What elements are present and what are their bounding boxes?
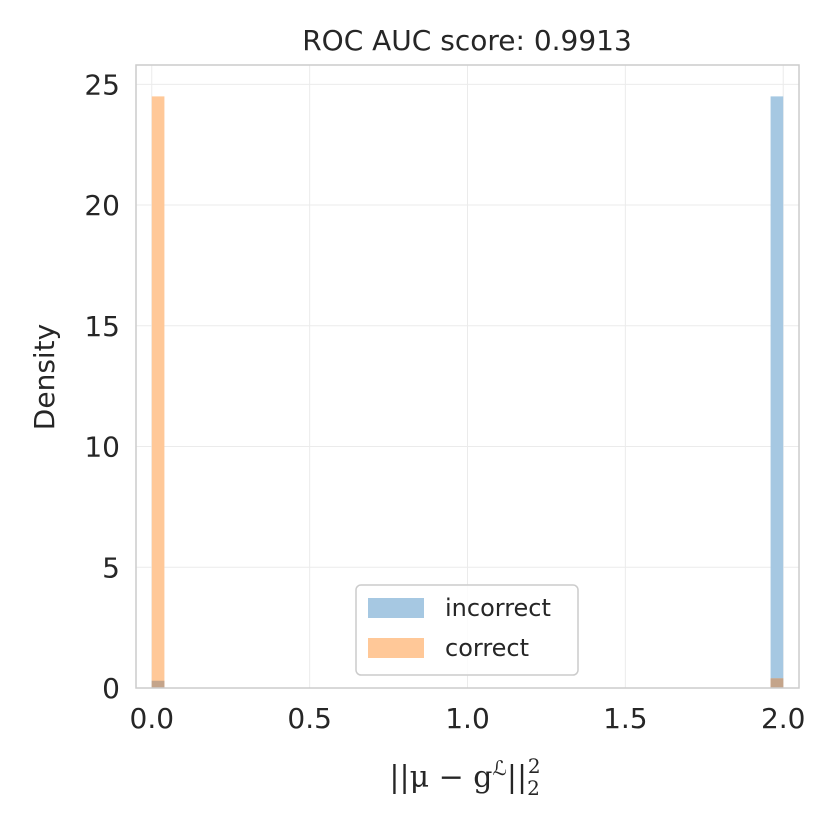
y-tick-label-3: 15 [84,310,120,343]
legend-label-correct: correct [445,634,529,662]
bar-overlap-1 [770,678,784,688]
y-tick-label-5: 25 [84,68,120,101]
bars [151,96,784,688]
y-tick-label-2: 10 [84,431,120,464]
bar-correct-0 [151,96,165,688]
x-tick-label-0: 0.0 [130,702,175,735]
x-axis-label-sub: 2 [527,776,540,800]
y-tick-label-0: 0 [102,672,120,705]
y-tick-label-1: 5 [102,551,120,584]
legend-swatch-incorrect [368,598,424,618]
x-tick-label-1: 0.5 [287,702,332,735]
bar-overlap-0 [151,680,165,688]
y-tick-label-4: 20 [84,189,120,222]
x-tick-label-3: 1.5 [603,702,648,735]
y-axis-label: Density [28,324,61,430]
legend: incorrect correct [355,584,579,676]
x-axis-label-main: ||μ − g [389,760,492,795]
x-axis-label-tail: || [507,760,527,795]
x-axis-label-sup: 2 [528,754,541,778]
x-axis-label-script: ℒ [493,756,507,780]
x-tick-label-4: 2.0 [761,702,806,735]
x-ticks: 0.0 0.5 1.0 1.5 2.0 [130,702,806,735]
legend-label-incorrect: incorrect [445,594,551,622]
bar-incorrect-1 [770,96,784,688]
x-axis-label: ||μ − gℒ||22 [389,754,540,800]
x-tick-label-2: 1.0 [445,702,490,735]
chart-title: ROC AUC score: 0.9913 [302,24,632,57]
plot-frame [135,64,800,689]
y-ticks: 0 5 10 15 20 25 [84,68,120,705]
legend-swatch-correct [368,638,424,658]
